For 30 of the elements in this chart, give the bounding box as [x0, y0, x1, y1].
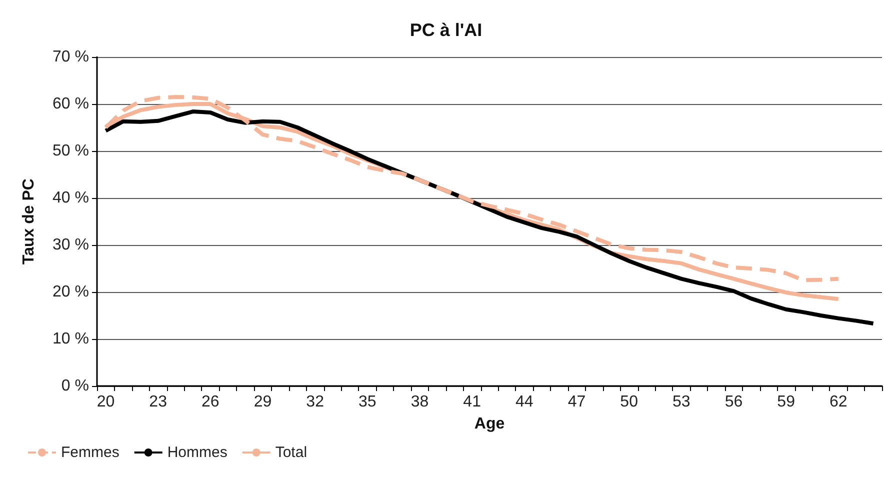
y-tick-label: 50 %: [52, 142, 89, 160]
y-tick-label: 30 %: [52, 236, 89, 254]
x-tick-label: 26: [201, 394, 220, 410]
x-axis-title: Age: [474, 416, 505, 432]
y-tick-label: 40 %: [52, 190, 89, 206]
y-axis-title: Taux de PC: [20, 178, 38, 264]
x-tick-label: 32: [306, 394, 324, 410]
x-tick-label: 29: [254, 394, 272, 410]
chart-title: PC à l'AI: [410, 20, 482, 40]
x-tick-label: 20: [96, 394, 115, 410]
y-tick-label: 60 %: [52, 96, 89, 112]
x-tick-label: 23: [149, 394, 168, 410]
x-tick-label: 38: [410, 394, 429, 410]
x-tick-label: 62: [829, 394, 848, 410]
legend-label: Total: [275, 444, 308, 461]
y-tick-label: 0 %: [61, 378, 89, 394]
x-tick-label: 44: [515, 394, 534, 410]
y-tick-label: 10 %: [52, 330, 89, 348]
x-tick-label: 35: [358, 394, 376, 410]
x-tick-label: 59: [777, 394, 796, 410]
x-tick-label: 41: [463, 394, 482, 410]
line-series: [104, 110, 876, 326]
y-tick-label: 70 %: [52, 48, 89, 66]
x-tick-label: 47: [568, 394, 586, 410]
x-tick-label: 56: [724, 394, 743, 410]
x-tick-label: 50: [620, 394, 638, 410]
x-tick-label: 53: [672, 394, 690, 410]
legend-label: Femmes: [61, 444, 120, 461]
legend-label: Hommes: [167, 444, 228, 461]
y-tick-label: 20 %: [52, 284, 89, 300]
